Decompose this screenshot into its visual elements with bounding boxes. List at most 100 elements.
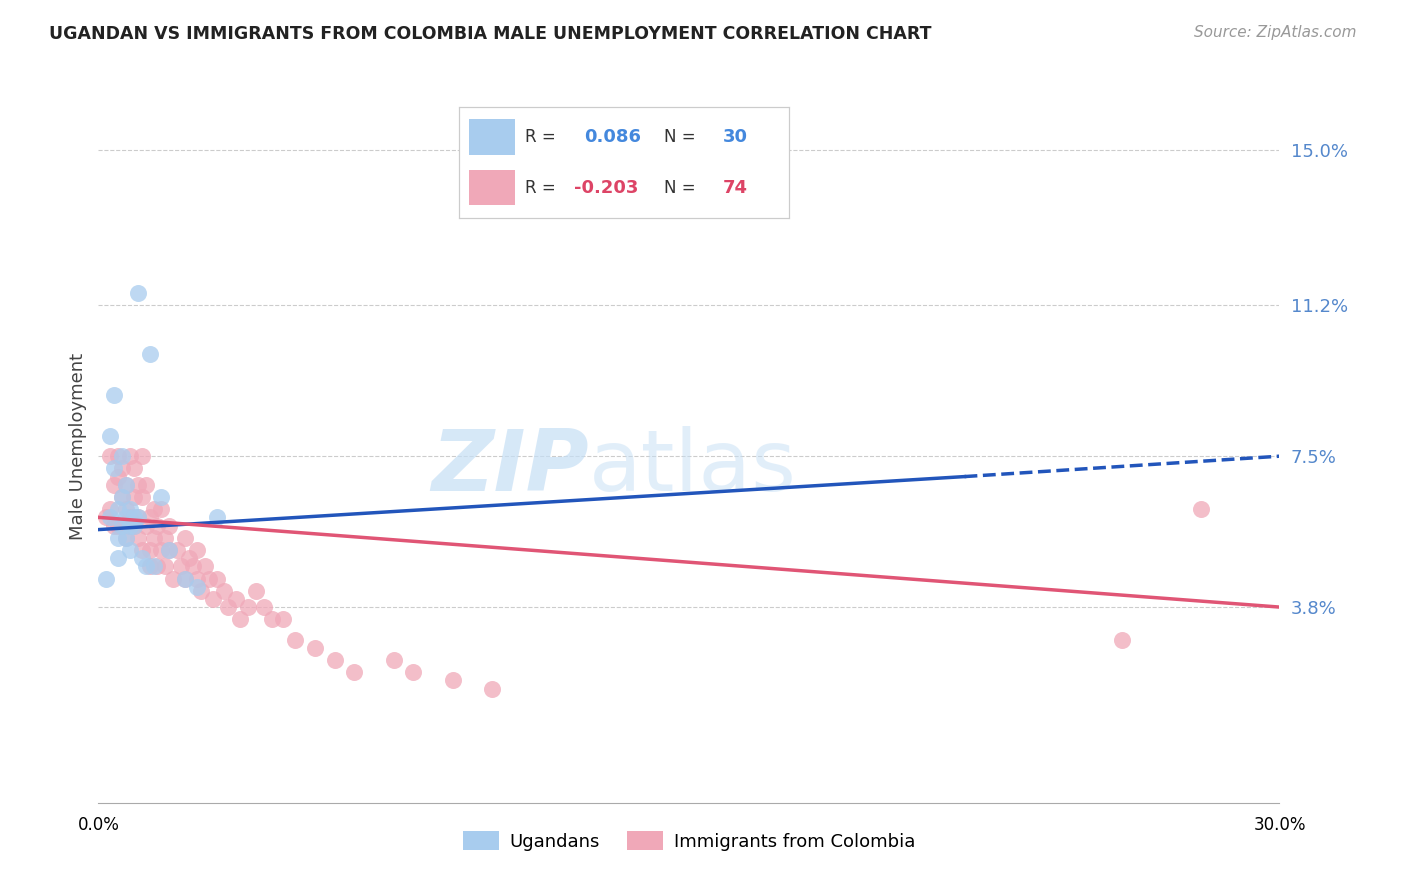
Point (481, 681, 503, 696)
Point (131, 543, 153, 558)
Text: UGANDAN VS IMMIGRANTS FROM COLOMBIA MALE UNEMPLOYMENT CORRELATION CHART: UGANDAN VS IMMIGRANTS FROM COLOMBIA MALE… (49, 25, 932, 43)
Point (181, 559, 204, 574)
Point (115, 477, 138, 491)
Point (103, 518, 125, 533)
Point (155, 559, 177, 574)
Point (131, 449, 153, 463)
Point (186, 572, 208, 586)
Point (174, 572, 197, 586)
Point (127, 510, 149, 524)
Point (107, 502, 129, 516)
Point (135, 559, 157, 574)
Point (382, 653, 405, 667)
Point (103, 477, 125, 491)
Point (96, 572, 118, 586)
Point (131, 490, 153, 504)
Point (122, 490, 145, 504)
Point (142, 559, 165, 574)
Point (135, 518, 157, 533)
Point (157, 543, 180, 558)
Point (150, 502, 173, 516)
Y-axis label: Male Unemployment: Male Unemployment (69, 352, 87, 540)
Point (127, 477, 149, 491)
Point (115, 477, 138, 491)
Point (107, 449, 129, 463)
Point (142, 502, 165, 516)
Point (98, 502, 121, 516)
Point (127, 510, 149, 524)
Point (214, 583, 236, 598)
Point (118, 510, 141, 524)
Point (150, 490, 173, 504)
Point (127, 531, 149, 545)
Point (98, 510, 121, 524)
Point (1111, 632, 1133, 647)
Point (107, 518, 129, 533)
Point (162, 572, 184, 586)
Point (205, 572, 228, 586)
Point (111, 461, 134, 475)
Point (127, 286, 149, 301)
Point (138, 510, 160, 524)
Point (111, 490, 134, 504)
Point (111, 449, 134, 463)
Point (135, 477, 157, 491)
Point (146, 518, 169, 533)
Point (323, 653, 346, 667)
Point (157, 543, 180, 558)
Point (245, 583, 267, 598)
Point (107, 551, 129, 566)
Point (118, 502, 141, 516)
Point (190, 583, 212, 598)
Point (177, 551, 200, 566)
Point (111, 518, 134, 533)
Point (402, 665, 425, 680)
Point (118, 543, 141, 558)
Point (138, 559, 160, 574)
Text: ZIP: ZIP (430, 425, 589, 509)
Point (236, 600, 259, 615)
Point (131, 551, 153, 566)
Point (260, 612, 283, 626)
Point (118, 518, 141, 533)
Point (103, 388, 125, 402)
Point (138, 347, 160, 361)
Point (115, 502, 138, 516)
Point (343, 665, 366, 680)
Point (166, 543, 188, 558)
Point (155, 531, 177, 545)
Point (115, 531, 138, 545)
Point (122, 518, 145, 533)
Point (98, 449, 121, 463)
Legend: Ugandans, Immigrants from Colombia: Ugandans, Immigrants from Colombia (456, 824, 922, 858)
Point (217, 600, 239, 615)
Point (441, 673, 464, 688)
Point (107, 531, 129, 545)
Point (146, 559, 169, 574)
Point (122, 461, 145, 475)
Point (103, 461, 125, 475)
Point (111, 518, 134, 533)
Point (122, 510, 145, 524)
Point (96, 510, 118, 524)
Point (304, 640, 326, 655)
Point (98, 429, 121, 443)
Point (225, 591, 247, 606)
Point (150, 543, 173, 558)
Point (253, 600, 276, 615)
Point (205, 510, 228, 524)
Point (194, 559, 217, 574)
Point (138, 543, 160, 558)
Point (186, 580, 208, 594)
Point (174, 572, 197, 586)
Point (118, 518, 141, 533)
Point (186, 543, 208, 558)
Point (115, 531, 138, 545)
Point (157, 518, 180, 533)
Point (273, 612, 295, 626)
Point (122, 518, 145, 533)
Point (284, 632, 307, 647)
Point (107, 469, 129, 483)
Point (197, 572, 219, 586)
Text: Source: ZipAtlas.com: Source: ZipAtlas.com (1194, 25, 1357, 40)
